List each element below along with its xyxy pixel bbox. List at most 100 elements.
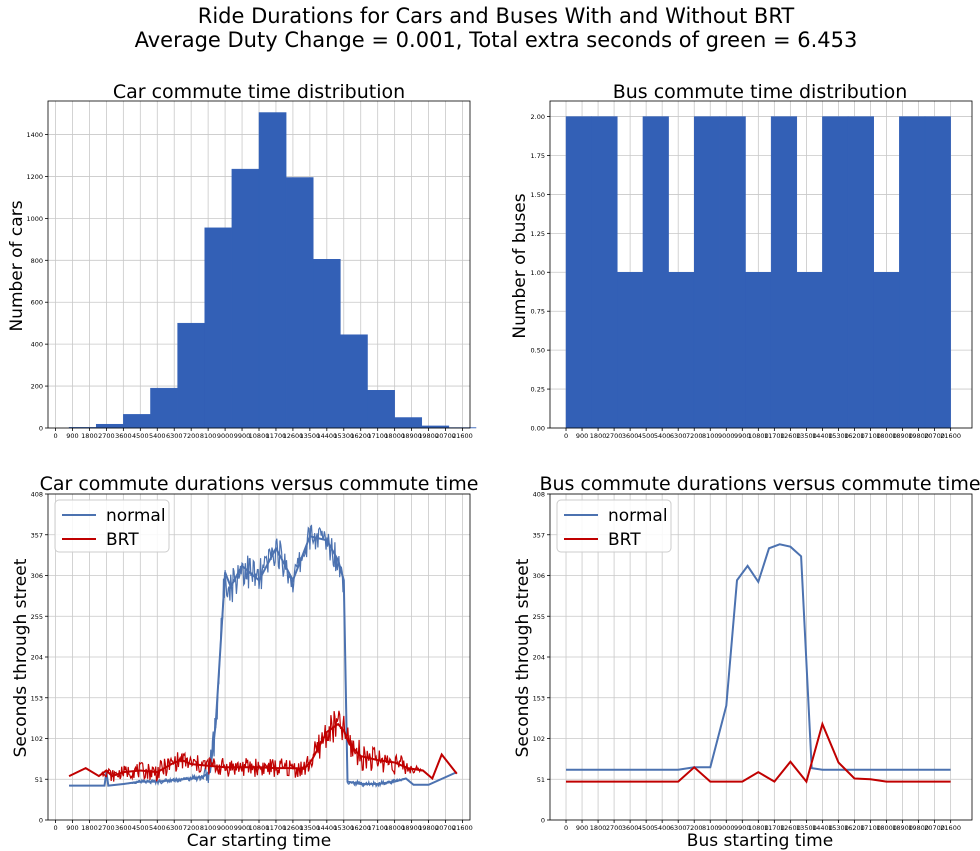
car-durations-ytick-label: 255: [31, 613, 43, 621]
bus-distribution-xtick-label: 19800: [908, 432, 929, 440]
car-durations-ytick-label: 0: [39, 817, 43, 825]
car-distribution-title: Car commute time distribution: [113, 81, 405, 103]
bus-distribution-xtick-label: 18900: [892, 432, 913, 440]
car-durations-xtick-label: 1800: [81, 824, 98, 832]
car-durations-xtick-label: 11700: [266, 824, 287, 832]
bus-distribution-bar: [899, 116, 926, 429]
bus-durations-xtick-label: 21600: [940, 824, 961, 832]
bus-distribution-xtick-label: 14400: [812, 432, 833, 440]
bus-distribution-ytick-label: 1.75: [531, 152, 545, 160]
bus-durations-xtick-label: 1800: [590, 824, 607, 832]
car-distribution-ytick-label: 800: [31, 257, 43, 265]
bus-distribution-bar: [770, 116, 798, 429]
bus-durations-ytick-label: 153: [533, 694, 545, 702]
car-distribution-xtick-label: 18900: [401, 432, 422, 440]
bus-durations-series-normal-line: [566, 543, 951, 771]
car-distribution-xtick-label: 2700: [98, 432, 115, 440]
bus-durations-xtick-label: 8100: [702, 824, 719, 832]
bus-durations-ylabel: Seconds through street: [513, 558, 533, 757]
car-durations-ytick-label: 153: [31, 694, 43, 702]
bus-distribution-xtick-label: 2700: [606, 432, 623, 440]
bus-distribution-bar: [565, 116, 592, 429]
bus-durations-ytick-label: 255: [533, 613, 545, 621]
car-distribution-xtick-label: 14400: [316, 432, 337, 440]
bus-durations-xtick-label: 4500: [638, 824, 655, 832]
bus-distribution-ytick-label: 0.00: [531, 425, 545, 433]
car-distribution-bar: [285, 177, 314, 429]
car-distribution-xtick-label: 1800: [81, 432, 98, 440]
car-distribution-xtick-label: 4500: [132, 432, 149, 440]
car-distribution-xtick-label: 13500: [300, 432, 321, 440]
bus-durations-xtick-label: 3600: [622, 824, 639, 832]
bus-durations-xtick-label: 9000: [718, 824, 735, 832]
bus-distribution-ytick-label: 0.25: [531, 386, 545, 394]
car-durations-xtick-label: 17100: [367, 824, 388, 832]
bus-durations-title: Bus commute durations versus commute tim…: [539, 473, 980, 495]
bus-durations-xtick-label: 19800: [908, 824, 929, 832]
car-durations-xtick-label: 16200: [350, 824, 371, 832]
car-distribution-xtick-label: 9900: [234, 432, 251, 440]
bus-durations-ytick-label: 408: [533, 491, 545, 499]
car-durations-xtick-label: 14400: [316, 824, 337, 832]
bus-durations-legend-normal-label: normal: [608, 506, 668, 526]
car-durations-ylabel: Seconds through street: [11, 558, 31, 757]
bus-durations-xtick-label: 12600: [780, 824, 801, 832]
car-distribution-panel: Car commute time distribution Number of …: [7, 81, 477, 440]
bus-distribution-ytick-label: 0.75: [531, 308, 545, 316]
car-durations-xtick-label: 9900: [234, 824, 251, 832]
car-distribution-xtick-label: 12600: [283, 432, 304, 440]
car-distribution-xtick-label: 9000: [217, 432, 234, 440]
bus-distribution-xtick-label: 21600: [940, 432, 961, 440]
bus-durations-legend-brt-label: BRT: [608, 530, 641, 550]
bus-distribution-xtick-label: 900: [576, 432, 588, 440]
car-distribution-xtick-label: 21600: [452, 432, 473, 440]
car-distribution-ytick-label: 400: [31, 341, 43, 349]
bus-durations-xtick-label: 7200: [686, 824, 703, 832]
bus-durations-ytick-label: 357: [533, 531, 545, 539]
bus-durations-xtick-label: 2700: [606, 824, 623, 832]
car-durations-xtick-label: 21600: [452, 824, 473, 832]
bus-distribution-bar: [745, 272, 772, 429]
car-distribution-bar: [394, 417, 423, 429]
bus-distribution-xtick-label: 15300: [828, 432, 849, 440]
bus-distribution-bar: [693, 116, 721, 429]
car-durations-xtick-label: 10800: [249, 824, 270, 832]
bus-distribution-xtick-label: 13500: [796, 432, 817, 440]
car-durations-ytick-label: 408: [31, 491, 43, 499]
bus-durations-xtick-label: 0: [564, 824, 568, 832]
car-distribution-ytick-label: 600: [31, 299, 43, 307]
car-durations-legend: normal BRT: [54, 499, 170, 553]
bus-distribution-xtick-label: 9000: [718, 432, 735, 440]
bus-durations-xtick-label: 15300: [828, 824, 849, 832]
car-distribution-ylabel: Number of cars: [7, 200, 27, 331]
bus-durations-legend: normal BRT: [556, 499, 672, 553]
car-distribution-xtick-label: 17100: [367, 432, 388, 440]
bus-distribution-xtick-label: 4500: [638, 432, 655, 440]
bus-distribution-bar: [591, 116, 618, 429]
car-durations-ytick-label: 204: [31, 654, 43, 662]
bus-distribution-ytick-label: 1.25: [531, 230, 545, 238]
car-durations-xtick-label: 4500: [132, 824, 149, 832]
bus-distribution-bar: [796, 272, 823, 429]
bus-distribution-xtick-label: 10800: [748, 432, 769, 440]
car-durations-xtick-label: 3600: [115, 824, 132, 832]
car-distribution-xtick-label: 15300: [333, 432, 354, 440]
car-durations-xtick-label: 20700: [435, 824, 456, 832]
car-durations-panel: Car commute durations versus commute tim…: [11, 473, 478, 851]
car-distribution-bar: [367, 390, 395, 429]
bus-durations-xtick-label: 18000: [876, 824, 897, 832]
car-durations-series-brt-noise: [68, 710, 457, 782]
bus-distribution-ytick-label: 1.50: [531, 191, 545, 199]
bus-durations-xtick-label: 900: [576, 824, 588, 832]
figure-title-line1: Ride Durations for Cars and Buses With a…: [198, 4, 795, 28]
car-durations-xtick-label: 18900: [401, 824, 422, 832]
car-distribution-bar: [340, 334, 368, 429]
bus-distribution-bar: [642, 116, 669, 429]
bus-distribution-xtick-label: 20700: [924, 432, 945, 440]
car-distribution-xtick-label: 19800: [418, 432, 439, 440]
bus-durations-xtick-label: 17100: [860, 824, 881, 832]
bus-durations-xlabel: Bus starting time: [687, 831, 833, 851]
bus-durations-series-brt-line: [566, 721, 951, 784]
car-distribution-bar: [150, 387, 178, 429]
